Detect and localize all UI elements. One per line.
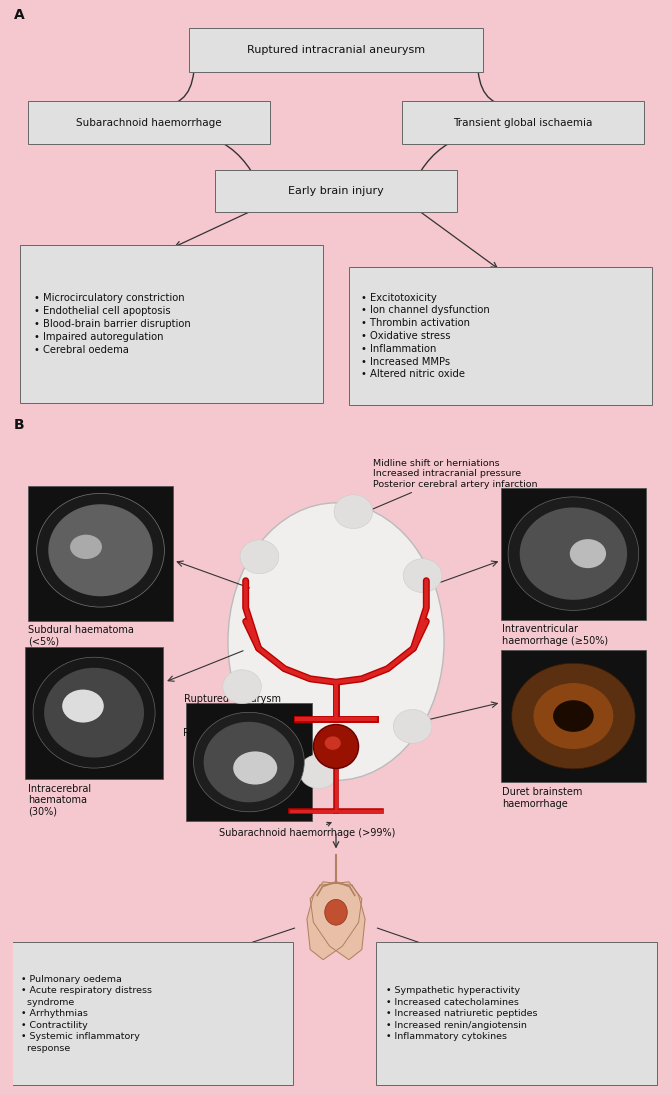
FancyBboxPatch shape [349,267,653,405]
Polygon shape [310,881,365,959]
Ellipse shape [37,494,165,607]
Polygon shape [307,881,362,959]
Ellipse shape [403,558,442,592]
Bar [25,647,163,779]
Bar [186,703,312,821]
Text: Ruptured intracranial aneurysm: Ruptured intracranial aneurysm [247,45,425,55]
Text: Early brain injury: Early brain injury [288,186,384,196]
Ellipse shape [325,899,347,925]
Text: • Microcirculatory constriction
• Endothelial cell apoptosis
• Blood-brain barri: • Microcirculatory constriction • Endoth… [34,293,191,355]
Text: B: B [13,418,24,433]
Ellipse shape [299,754,338,788]
Text: Ruptured aneurysm: Ruptured aneurysm [184,694,282,704]
Bar [501,650,646,782]
Ellipse shape [204,722,294,803]
Ellipse shape [325,736,341,750]
Ellipse shape [508,497,638,610]
Ellipse shape [313,725,359,769]
Text: • Pulmonary oedema
• Acute respiratory distress
  syndrome
• Arrhythmias
• Contr: • Pulmonary oedema • Acute respiratory d… [22,975,152,1052]
Ellipse shape [334,495,373,529]
Ellipse shape [62,690,103,723]
Bar [28,486,173,621]
Ellipse shape [33,657,155,768]
Ellipse shape [240,540,279,574]
FancyBboxPatch shape [28,101,270,143]
Text: Ruptured aneurysm: Ruptured aneurysm [183,728,280,751]
Ellipse shape [511,664,635,769]
Text: • Sympathetic hyperactivity
• Increased catecholamines
• Increased natriuretic p: • Sympathetic hyperactivity • Increased … [386,987,538,1041]
Text: Duret brainstem
haemorrhage: Duret brainstem haemorrhage [503,787,583,809]
Ellipse shape [222,670,261,704]
Ellipse shape [393,710,432,744]
FancyBboxPatch shape [215,170,457,212]
Text: Intracerebral
haematoma
(30%): Intracerebral haematoma (30%) [28,784,91,817]
Ellipse shape [44,668,144,758]
Ellipse shape [534,683,614,749]
Text: Subarachnoid haemorrhage (>99%): Subarachnoid haemorrhage (>99%) [218,822,395,839]
Text: Subarachnoid haemorrhage: Subarachnoid haemorrhage [76,117,222,127]
Text: Transient global ischaemia: Transient global ischaemia [454,117,593,127]
Text: Subdural haematoma
(<5%): Subdural haematoma (<5%) [28,624,134,646]
FancyBboxPatch shape [11,943,293,1085]
Ellipse shape [553,700,594,731]
Ellipse shape [70,534,102,560]
Ellipse shape [228,503,444,781]
Ellipse shape [570,539,606,568]
Text: Intraventricular
haemorrhage (≥50%): Intraventricular haemorrhage (≥50%) [503,624,609,646]
FancyBboxPatch shape [376,943,657,1085]
Ellipse shape [233,751,278,784]
Ellipse shape [48,504,153,597]
Text: A: A [13,8,24,22]
Ellipse shape [519,507,627,600]
Bar [501,487,646,620]
FancyBboxPatch shape [189,27,483,72]
Text: • Excitotoxicity
• Ion channel dysfunction
• Thrombin activation
• Oxidative str: • Excitotoxicity • Ion channel dysfuncti… [360,292,489,380]
Ellipse shape [194,713,304,811]
FancyBboxPatch shape [19,245,323,403]
FancyBboxPatch shape [402,101,644,143]
Text: Midline shift or herniations
Increased intracranial pressure
Posterior cerebral : Midline shift or herniations Increased i… [359,459,538,515]
